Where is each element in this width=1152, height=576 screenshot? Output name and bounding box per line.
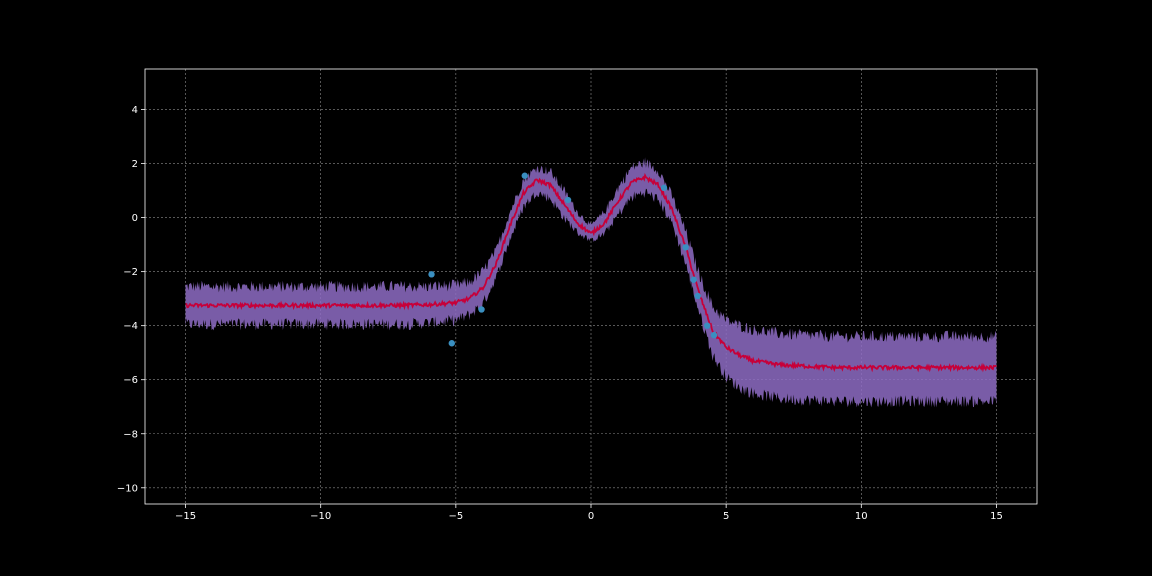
- y-tick-label: −4: [123, 321, 138, 332]
- x-tick-label: 10: [855, 511, 868, 522]
- observation-point: [478, 306, 485, 313]
- observation-point: [704, 322, 711, 329]
- observation-point: [428, 271, 435, 278]
- observation-point: [564, 196, 572, 204]
- observation-points: [428, 172, 718, 347]
- confidence-band-area: [185, 157, 997, 408]
- y-tick-label: −6: [123, 375, 138, 386]
- observation-point: [448, 340, 455, 347]
- x-tick-label: 15: [990, 511, 1003, 522]
- y-tick-label: 2: [132, 159, 138, 170]
- observation-point: [521, 172, 528, 179]
- mean-line: [185, 172, 997, 373]
- observation-point: [660, 184, 668, 192]
- x-axis: −15 −10 −5 0 5 10 15: [175, 504, 1003, 522]
- y-tick-label: −8: [123, 429, 138, 440]
- mean-line-path: [185, 172, 997, 373]
- x-tick-label: 0: [588, 511, 594, 522]
- y-axis: −10 −8 −6 −4 −2 0 2 4: [117, 105, 145, 494]
- y-tick-label: −2: [123, 267, 138, 278]
- observation-point: [694, 292, 701, 300]
- confidence-band: [185, 157, 997, 408]
- grid-lines: [145, 69, 1037, 504]
- x-tick-label: 5: [723, 511, 729, 522]
- y-tick-label: −10: [117, 483, 138, 494]
- y-tick-label: 0: [132, 213, 138, 224]
- x-tick-label: −15: [175, 511, 196, 522]
- observation-point: [690, 276, 697, 283]
- x-tick-label: −5: [448, 511, 463, 522]
- observation-point: [682, 244, 689, 251]
- x-tick-label: −10: [310, 511, 331, 522]
- observation-point: [710, 331, 718, 339]
- y-tick-label: 4: [132, 105, 138, 116]
